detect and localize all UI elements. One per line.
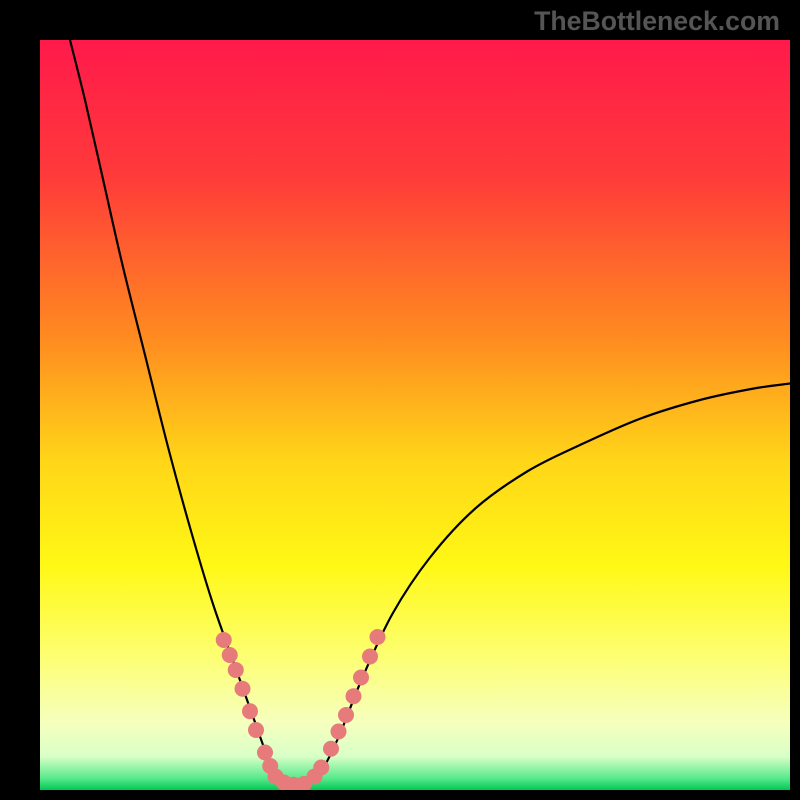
- marker-dot: [346, 688, 362, 704]
- plot-background: [40, 40, 790, 790]
- marker-dot: [370, 629, 386, 645]
- marker-dot: [353, 670, 369, 686]
- marker-dot: [331, 724, 347, 740]
- marker-dot: [248, 722, 264, 738]
- marker-dot: [228, 662, 244, 678]
- marker-dot: [338, 707, 354, 723]
- marker-dot: [222, 647, 238, 663]
- marker-dot: [216, 632, 232, 648]
- marker-dot: [323, 741, 339, 757]
- marker-dot: [313, 760, 329, 776]
- marker-dot: [235, 681, 251, 697]
- plot-area: [40, 40, 790, 790]
- bottleneck-chart: TheBottleneck.com: [0, 0, 800, 800]
- watermark-text: TheBottleneck.com: [534, 6, 780, 37]
- marker-dot: [362, 649, 378, 665]
- marker-dot: [242, 703, 258, 719]
